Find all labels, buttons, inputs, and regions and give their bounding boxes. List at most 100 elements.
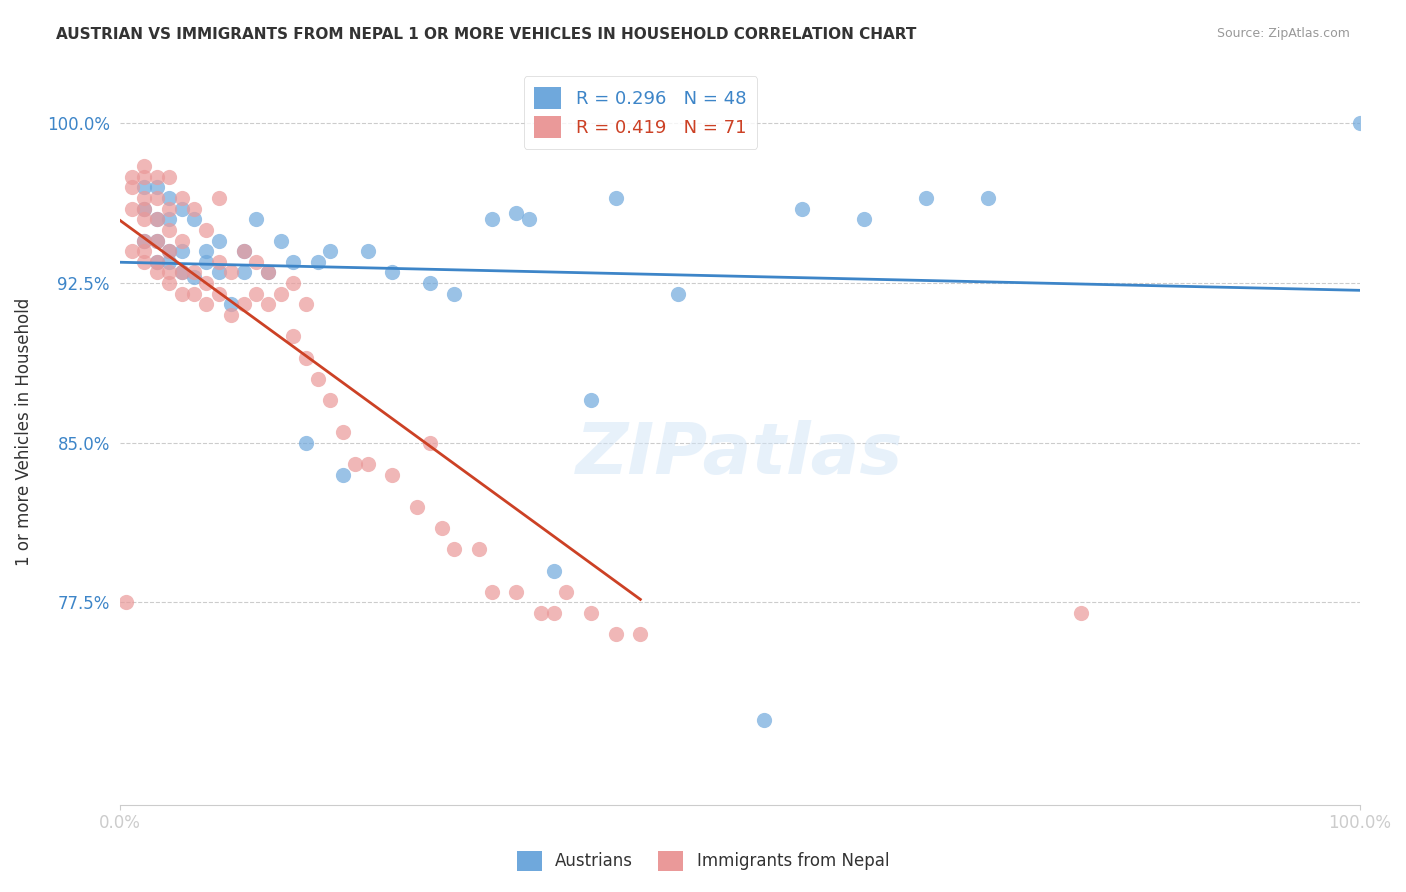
- Austrians: [157, 212, 180, 227]
- Immigrants from Nepal: [170, 286, 193, 301]
- Immigrants from Nepal: [170, 191, 193, 205]
- Text: Source: ZipAtlas.com: Source: ZipAtlas.com: [1216, 27, 1350, 40]
- Immigrants from Nepal: [134, 191, 156, 205]
- Austrians: [146, 255, 169, 269]
- Immigrants from Nepal: [257, 265, 280, 279]
- Immigrants from Nepal: [294, 351, 316, 365]
- Austrians: [579, 393, 602, 408]
- Austrians: [754, 713, 776, 727]
- Immigrants from Nepal: [505, 584, 527, 599]
- Immigrants from Nepal: [121, 244, 143, 259]
- Immigrants from Nepal: [146, 212, 169, 227]
- Immigrants from Nepal: [430, 521, 453, 535]
- Immigrants from Nepal: [157, 265, 180, 279]
- Text: ZIPatlas: ZIPatlas: [576, 420, 903, 489]
- Austrians: [219, 297, 242, 311]
- Immigrants from Nepal: [443, 542, 465, 557]
- Austrians: [666, 286, 689, 301]
- Immigrants from Nepal: [283, 329, 305, 343]
- Immigrants from Nepal: [146, 169, 169, 184]
- Immigrants from Nepal: [121, 169, 143, 184]
- Immigrants from Nepal: [628, 627, 651, 641]
- Immigrants from Nepal: [195, 297, 218, 311]
- Austrians: [381, 265, 404, 279]
- Immigrants from Nepal: [134, 255, 156, 269]
- Immigrants from Nepal: [356, 457, 378, 471]
- Immigrants from Nepal: [146, 255, 169, 269]
- Austrians: [134, 202, 156, 216]
- Austrians: [183, 269, 205, 284]
- Austrians: [914, 191, 936, 205]
- Austrians: [1348, 116, 1371, 130]
- Immigrants from Nepal: [468, 542, 491, 557]
- Austrians: [146, 180, 169, 194]
- Austrians: [307, 255, 329, 269]
- Austrians: [208, 234, 231, 248]
- Immigrants from Nepal: [344, 457, 367, 471]
- Immigrants from Nepal: [208, 191, 231, 205]
- Immigrants from Nepal: [419, 435, 441, 450]
- Immigrants from Nepal: [319, 393, 342, 408]
- Immigrants from Nepal: [157, 169, 180, 184]
- Austrians: [505, 206, 527, 220]
- Immigrants from Nepal: [294, 297, 316, 311]
- Immigrants from Nepal: [530, 606, 553, 620]
- Immigrants from Nepal: [1070, 606, 1092, 620]
- Austrians: [443, 286, 465, 301]
- Immigrants from Nepal: [381, 467, 404, 482]
- Immigrants from Nepal: [245, 286, 267, 301]
- Legend: Austrians, Immigrants from Nepal: Austrians, Immigrants from Nepal: [510, 844, 896, 878]
- Immigrants from Nepal: [481, 584, 503, 599]
- Austrians: [170, 202, 193, 216]
- Immigrants from Nepal: [555, 584, 578, 599]
- Austrians: [195, 255, 218, 269]
- Austrians: [356, 244, 378, 259]
- Austrians: [183, 212, 205, 227]
- Austrians: [419, 276, 441, 290]
- Austrians: [543, 564, 565, 578]
- Immigrants from Nepal: [183, 202, 205, 216]
- Y-axis label: 1 or more Vehicles in Household: 1 or more Vehicles in Household: [15, 298, 32, 566]
- Immigrants from Nepal: [114, 595, 136, 609]
- Immigrants from Nepal: [208, 286, 231, 301]
- Immigrants from Nepal: [134, 202, 156, 216]
- Austrians: [481, 212, 503, 227]
- Immigrants from Nepal: [121, 180, 143, 194]
- Austrians: [170, 265, 193, 279]
- Immigrants from Nepal: [219, 265, 242, 279]
- Immigrants from Nepal: [208, 255, 231, 269]
- Immigrants from Nepal: [146, 265, 169, 279]
- Immigrants from Nepal: [157, 202, 180, 216]
- Immigrants from Nepal: [134, 159, 156, 173]
- Austrians: [232, 265, 254, 279]
- Immigrants from Nepal: [134, 244, 156, 259]
- Austrians: [852, 212, 875, 227]
- Austrians: [157, 191, 180, 205]
- Immigrants from Nepal: [146, 234, 169, 248]
- Austrians: [976, 191, 998, 205]
- Austrians: [157, 255, 180, 269]
- Immigrants from Nepal: [121, 202, 143, 216]
- Immigrants from Nepal: [195, 223, 218, 237]
- Austrians: [195, 244, 218, 259]
- Immigrants from Nepal: [219, 308, 242, 322]
- Austrians: [208, 265, 231, 279]
- Immigrants from Nepal: [307, 372, 329, 386]
- Immigrants from Nepal: [232, 244, 254, 259]
- Immigrants from Nepal: [134, 212, 156, 227]
- Immigrants from Nepal: [170, 265, 193, 279]
- Austrians: [134, 234, 156, 248]
- Immigrants from Nepal: [157, 223, 180, 237]
- Austrians: [170, 244, 193, 259]
- Immigrants from Nepal: [232, 297, 254, 311]
- Immigrants from Nepal: [270, 286, 292, 301]
- Immigrants from Nepal: [134, 169, 156, 184]
- Immigrants from Nepal: [332, 425, 354, 439]
- Immigrants from Nepal: [146, 191, 169, 205]
- Austrians: [257, 265, 280, 279]
- Austrians: [146, 234, 169, 248]
- Immigrants from Nepal: [283, 276, 305, 290]
- Austrians: [232, 244, 254, 259]
- Immigrants from Nepal: [183, 265, 205, 279]
- Immigrants from Nepal: [406, 500, 429, 514]
